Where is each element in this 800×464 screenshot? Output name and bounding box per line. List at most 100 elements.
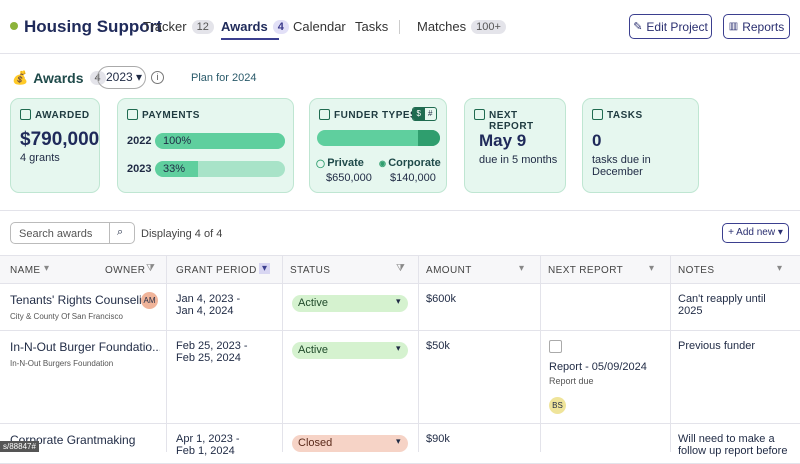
column-header[interactable]: STATUS	[290, 265, 331, 276]
divider	[109, 223, 110, 243]
tab[interactable]: Tracker 12	[143, 19, 214, 34]
edit-project-button[interactable]: ✎ Edit Project	[629, 14, 712, 39]
result-count: Displaying 4 of 4	[141, 228, 223, 240]
table-header: NAME OWNER GRANT PERIOD STATUS AMOUNT NEXT RE…	[0, 255, 800, 284]
year-select[interactable]: 2023 ▾	[97, 66, 146, 89]
card-label: TASKS	[607, 110, 643, 121]
card-note: due in 5 months	[479, 154, 558, 166]
card-icon	[20, 109, 31, 120]
tab-label: Tasks	[355, 19, 389, 34]
report-title: Report - 05/09/2024	[549, 361, 647, 373]
status-caret: ▾	[396, 436, 401, 446]
card-value: May 9	[479, 131, 527, 150]
funder-org: In-N-Out Burgers Foundation	[10, 359, 114, 368]
table-row[interactable]: Tenants' Rights Counseli... City & County…	[0, 284, 800, 331]
table-row[interactable]: In-N-Out Burger Foundatio... In-N-Out Bur…	[0, 331, 800, 424]
status-pill[interactable]: Active	[292, 295, 408, 312]
search-icon[interactable]: ⌕	[117, 226, 124, 238]
divider	[399, 20, 400, 34]
payment-bar: 100%	[155, 133, 285, 149]
owner-avatar: AM	[141, 292, 158, 309]
column-header[interactable]: NOTES	[678, 265, 715, 276]
report-checkbox[interactable]	[549, 340, 562, 353]
amount: $90k	[426, 433, 450, 445]
tab-count: 4	[272, 19, 289, 34]
status-caret: ▾	[396, 296, 401, 306]
button-label: Reports	[742, 19, 785, 34]
column-menu[interactable]: ⧩	[146, 263, 155, 274]
column-menu[interactable]: ▾	[777, 263, 783, 274]
payment-fill: 100%	[155, 133, 285, 149]
column-menu[interactable]: ▾	[259, 263, 271, 274]
funder-org: City & County Of San Francisco	[10, 312, 123, 321]
funder-name: ◯ Private	[316, 157, 364, 169]
funder-bar	[317, 130, 440, 146]
column-divider	[282, 255, 283, 452]
reports-button[interactable]: ▥ Reports	[723, 14, 790, 39]
tab-label: Matches	[417, 19, 467, 34]
column-menu[interactable]: ▾	[519, 263, 525, 274]
tab[interactable]: Matches 100+	[417, 19, 506, 34]
card-icon	[127, 109, 138, 120]
section-header: 💰 Awards 4	[12, 66, 106, 90]
column-divider	[166, 255, 167, 452]
funder-name-text: Corporate	[388, 157, 441, 169]
payment-year: 2022	[127, 135, 152, 147]
card-icon	[319, 109, 330, 120]
money-icon: 💰	[12, 70, 29, 85]
column-menu[interactable]: ⧩	[396, 263, 405, 274]
column-header[interactable]: GRANT PERIOD	[176, 265, 257, 276]
column-header[interactable]: NAME	[10, 265, 41, 276]
column-menu[interactable]: ▾	[44, 263, 50, 274]
info-icon[interactable]: i	[151, 71, 164, 84]
amount: $50k	[426, 340, 450, 352]
plan-link[interactable]: Plan for 2024	[191, 72, 257, 84]
search-placeholder: Search awards	[19, 228, 93, 240]
status-pill[interactable]: Closed	[292, 435, 408, 452]
button-label: Add new	[736, 227, 776, 238]
year-value: 2023	[106, 70, 133, 84]
add-new-button[interactable]: + Add new ▾	[722, 223, 789, 243]
status-pill[interactable]: Active	[292, 342, 408, 359]
separator	[0, 210, 800, 211]
unit-toggle[interactable]: $ #	[412, 107, 437, 121]
search-box[interactable]: Search awards ⌕	[10, 222, 135, 244]
funder-amount: $140,000	[390, 172, 436, 184]
period-start: Apr 1, 2023 -	[176, 433, 240, 445]
card-value: 0	[592, 131, 602, 150]
tab[interactable]: Awards 4	[221, 19, 289, 34]
funder-amount: $650,000	[326, 172, 372, 184]
notes: Can't reapply until 2025	[678, 293, 766, 317]
column-header[interactable]: OWNER	[105, 265, 146, 276]
status-dot	[10, 22, 18, 30]
amount: $600k	[426, 293, 456, 305]
tab-underline	[221, 38, 279, 40]
tab-label: Awards	[221, 19, 268, 34]
grant-name: Tenants' Rights Counseli...	[10, 293, 152, 307]
card-label: NEXT REPORT	[489, 110, 534, 132]
top-nav: Housing Support Tracker 12 Awards 4 Calend…	[0, 0, 800, 54]
section-title: Awards	[33, 70, 84, 86]
project-title: Housing Support	[24, 17, 162, 36]
column-header[interactable]: NEXT REPORT	[548, 265, 624, 276]
table-row[interactable]: Corporate Grantmaking Apr 1, 2023 - Feb 1,…	[0, 424, 800, 464]
column-menu[interactable]: ▾	[649, 263, 655, 274]
toggle-option[interactable]: $	[413, 108, 425, 120]
tab-count: 100+	[471, 19, 506, 34]
column-header[interactable]: AMOUNT	[426, 265, 472, 276]
tab[interactable]: Tasks	[355, 19, 388, 34]
card-value: $790,000	[20, 129, 100, 150]
tab[interactable]: Calendar	[293, 19, 346, 34]
period-start: Feb 25, 2023 -	[176, 340, 248, 352]
status-tag: s/88847#	[0, 441, 39, 452]
funder-name: ◉ Corporate	[379, 157, 441, 169]
card-note: tasks due in December	[592, 154, 651, 178]
status-caret: ▾	[396, 343, 401, 353]
toggle-option[interactable]: #	[428, 109, 433, 118]
awarded-card: AWARDED $790,000 4 grants	[10, 98, 100, 193]
payment-year: 2023	[127, 163, 152, 175]
report-sub: Report due	[549, 376, 594, 386]
period-end: Feb 1, 2024	[176, 445, 235, 457]
column-divider	[670, 255, 671, 452]
card-icon	[592, 109, 603, 120]
